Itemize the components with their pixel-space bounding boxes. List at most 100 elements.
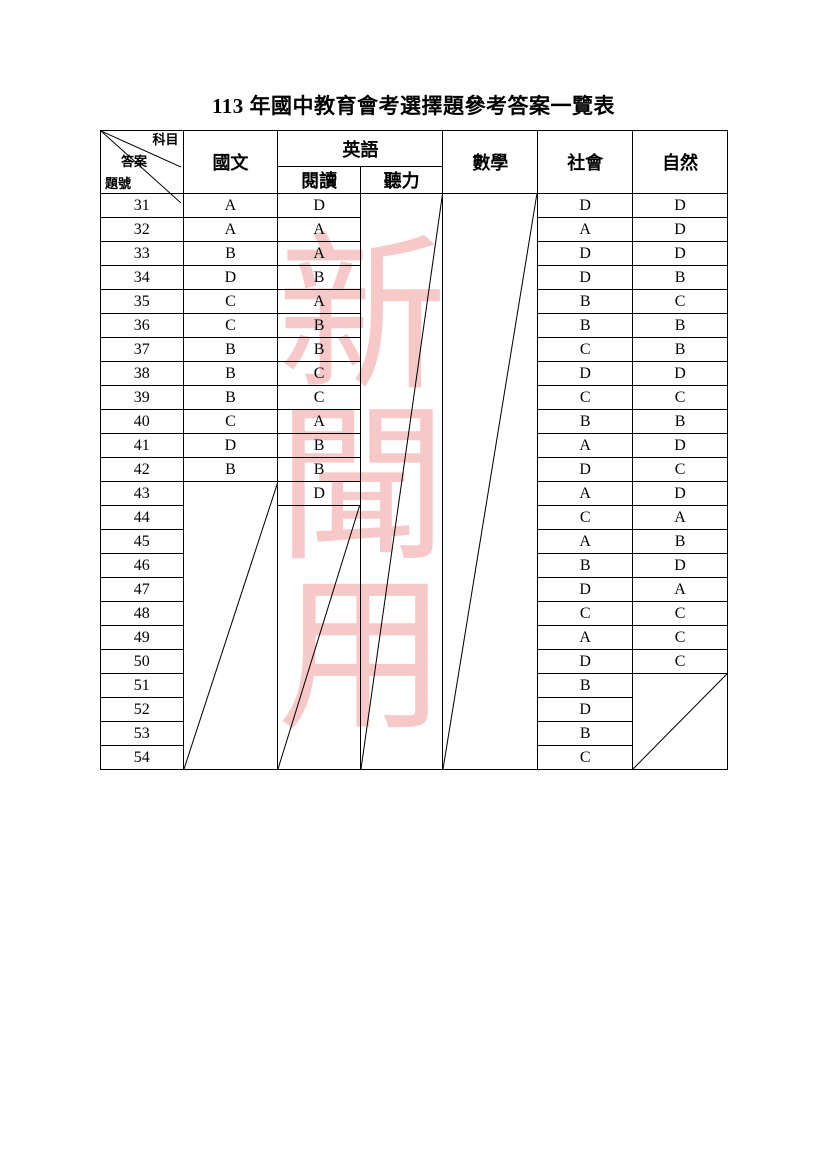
answer-nature: D <box>633 362 728 386</box>
answer-social: C <box>538 338 633 362</box>
question-number: 35 <box>101 290 184 314</box>
answer-eng-read: A <box>278 218 361 242</box>
answer-social: C <box>538 506 633 530</box>
corner-bot-label: 題號 <box>105 177 131 191</box>
answer-social: D <box>538 650 633 674</box>
answer-social: A <box>538 218 633 242</box>
question-number: 49 <box>101 626 184 650</box>
col-social: 社會 <box>538 131 633 194</box>
col-guowen: 國文 <box>183 131 278 194</box>
col-nature: 自然 <box>633 131 728 194</box>
question-number: 38 <box>101 362 184 386</box>
question-number: 50 <box>101 650 184 674</box>
diagonal-nature <box>633 674 728 770</box>
corner-header: 科目 答案 題號 <box>101 131 184 194</box>
diagonal-eng-read <box>278 506 361 770</box>
question-number: 32 <box>101 218 184 242</box>
question-number: 45 <box>101 530 184 554</box>
answer-nature: B <box>633 266 728 290</box>
answer-social: B <box>538 674 633 698</box>
corner-mid-label: 答案 <box>121 155 147 169</box>
answer-guowen: C <box>183 410 278 434</box>
answer-eng-read: C <box>278 362 361 386</box>
answer-social: B <box>538 554 633 578</box>
answer-social: A <box>538 530 633 554</box>
answer-eng-read: A <box>278 410 361 434</box>
answer-eng-read: B <box>278 266 361 290</box>
answer-social: D <box>538 698 633 722</box>
answer-eng-read: C <box>278 386 361 410</box>
question-number: 36 <box>101 314 184 338</box>
answer-social: D <box>538 362 633 386</box>
diagonal-guowen <box>183 482 278 770</box>
answer-social: B <box>538 722 633 746</box>
answer-eng-read: A <box>278 290 361 314</box>
answer-social: A <box>538 482 633 506</box>
answer-eng-read: B <box>278 338 361 362</box>
answer-guowen: A <box>183 218 278 242</box>
col-english: 英語 <box>278 131 443 167</box>
answer-guowen: C <box>183 290 278 314</box>
question-number: 53 <box>101 722 184 746</box>
answer-guowen: B <box>183 362 278 386</box>
question-number: 52 <box>101 698 184 722</box>
diagonal-eng-listen <box>360 194 443 770</box>
answer-social: B <box>538 314 633 338</box>
answer-nature: D <box>633 554 728 578</box>
diagonal-math <box>443 194 538 770</box>
table-row: 31ADDD <box>101 194 728 218</box>
answer-guowen: D <box>183 266 278 290</box>
answer-guowen: B <box>183 386 278 410</box>
question-number: 42 <box>101 458 184 482</box>
answer-social: A <box>538 434 633 458</box>
answer-nature: D <box>633 242 728 266</box>
answer-eng-read: D <box>278 482 361 506</box>
answer-nature: D <box>633 482 728 506</box>
answer-nature: B <box>633 338 728 362</box>
page-title: 113 年國中教育會考選擇題參考答案一覽表 <box>100 90 727 120</box>
answer-nature: B <box>633 410 728 434</box>
answer-guowen: B <box>183 338 278 362</box>
question-number: 34 <box>101 266 184 290</box>
question-number: 47 <box>101 578 184 602</box>
answer-guowen: A <box>183 194 278 218</box>
question-number: 44 <box>101 506 184 530</box>
col-english-listen: 聽力 <box>360 167 443 194</box>
answer-guowen: D <box>183 434 278 458</box>
answer-social: D <box>538 242 633 266</box>
answer-social: D <box>538 458 633 482</box>
answer-social: D <box>538 578 633 602</box>
question-number: 39 <box>101 386 184 410</box>
answer-nature: D <box>633 194 728 218</box>
question-number: 41 <box>101 434 184 458</box>
answer-eng-read: B <box>278 314 361 338</box>
answer-social: C <box>538 386 633 410</box>
answer-social: B <box>538 290 633 314</box>
answer-nature: A <box>633 578 728 602</box>
question-number: 40 <box>101 410 184 434</box>
answer-social: A <box>538 626 633 650</box>
answer-nature: D <box>633 434 728 458</box>
answer-social: C <box>538 602 633 626</box>
answer-social: C <box>538 746 633 770</box>
answer-eng-read: A <box>278 242 361 266</box>
answer-eng-read: B <box>278 434 361 458</box>
answer-nature: C <box>633 458 728 482</box>
answer-guowen: B <box>183 458 278 482</box>
question-number: 43 <box>101 482 184 506</box>
question-number: 48 <box>101 602 184 626</box>
question-number: 46 <box>101 554 184 578</box>
answer-social: B <box>538 410 633 434</box>
answer-eng-read: D <box>278 194 361 218</box>
answer-nature: C <box>633 650 728 674</box>
answer-table: 科目 答案 題號 國文 英語 數學 社會 自然 閱讀 聽力 31ADDD32AA… <box>100 130 728 770</box>
question-number: 54 <box>101 746 184 770</box>
answer-nature: C <box>633 386 728 410</box>
answer-guowen: B <box>183 242 278 266</box>
answer-social: D <box>538 266 633 290</box>
question-number: 51 <box>101 674 184 698</box>
question-number: 33 <box>101 242 184 266</box>
corner-top-label: 科目 <box>152 133 178 147</box>
answer-nature: B <box>633 530 728 554</box>
answer-nature: C <box>633 602 728 626</box>
